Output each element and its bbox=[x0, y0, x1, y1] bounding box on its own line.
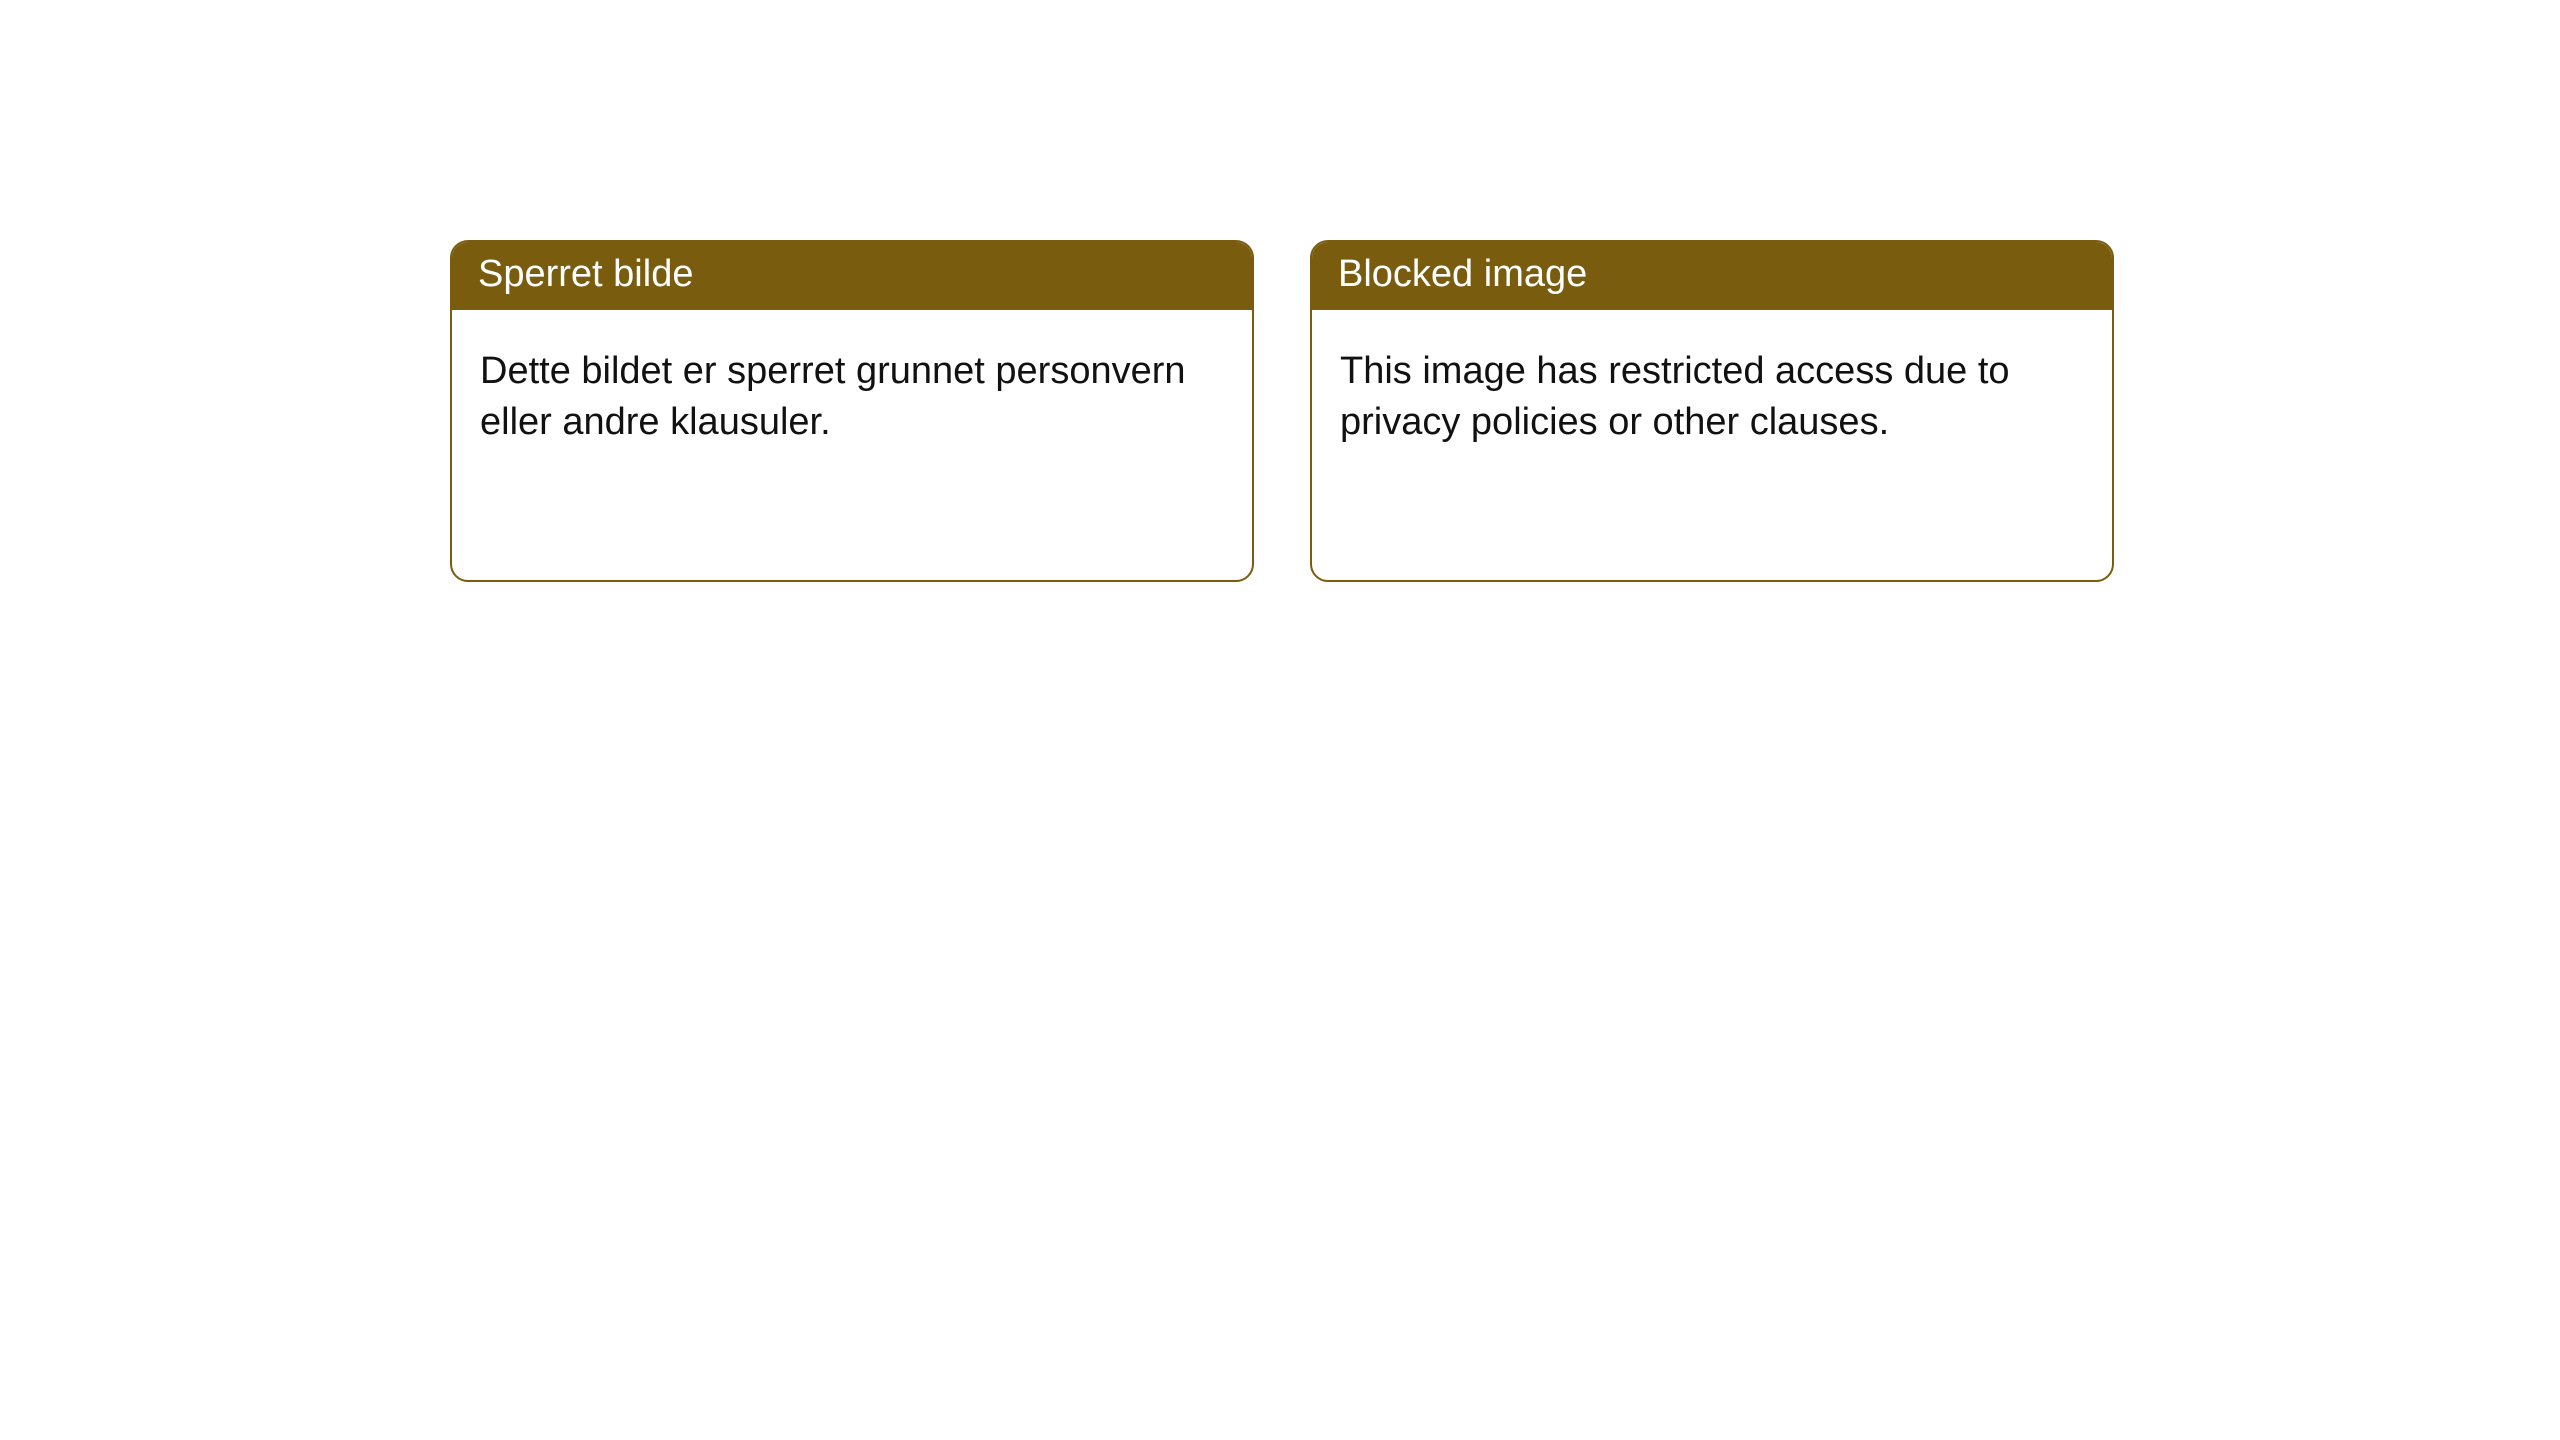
card-body-no: Dette bildet er sperret grunnet personve… bbox=[452, 310, 1252, 580]
blocked-image-notice-container: Sperret bilde Dette bildet er sperret gr… bbox=[0, 0, 2560, 582]
card-title-no: Sperret bilde bbox=[478, 253, 693, 295]
blocked-image-card-en: Blocked image This image has restricted … bbox=[1310, 240, 2114, 582]
card-body-text-no: Dette bildet er sperret grunnet personve… bbox=[480, 350, 1186, 443]
blocked-image-card-no: Sperret bilde Dette bildet er sperret gr… bbox=[450, 240, 1254, 582]
card-header-no: Sperret bilde bbox=[452, 242, 1252, 310]
card-body-en: This image has restricted access due to … bbox=[1312, 310, 2112, 580]
card-header-en: Blocked image bbox=[1312, 242, 2112, 310]
card-body-text-en: This image has restricted access due to … bbox=[1340, 350, 2010, 443]
card-title-en: Blocked image bbox=[1338, 253, 1587, 295]
